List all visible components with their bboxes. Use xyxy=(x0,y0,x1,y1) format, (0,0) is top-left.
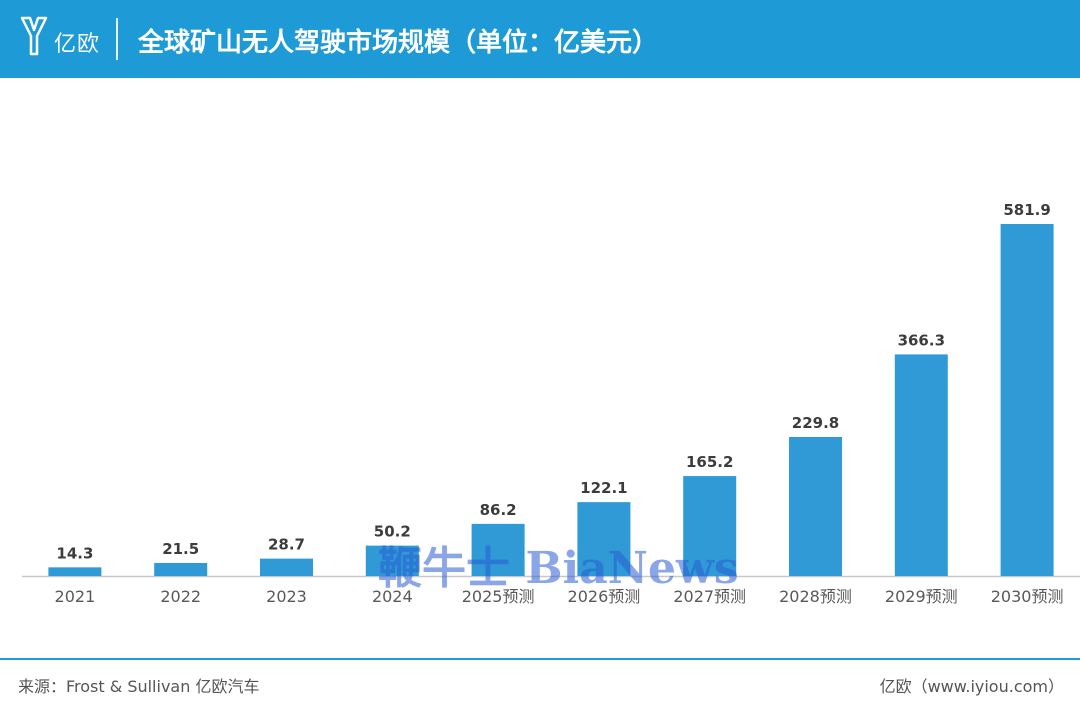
bar-chart: 14.3 2021 21.5 2022 28.7 2023 50.2 2024 86.2 2025… xyxy=(22,201,1080,606)
x-tick-label: 2023 xyxy=(266,587,307,606)
bar xyxy=(683,476,737,576)
x-tick-label: 2030预测 xyxy=(991,587,1064,606)
data-label: 86.2 xyxy=(480,501,517,519)
data-label: 581.9 xyxy=(1003,201,1050,219)
bar xyxy=(789,436,842,576)
x-tick-label: 2025预测 xyxy=(462,587,535,606)
x-tick-label: 2026预测 xyxy=(568,587,641,606)
footer-site: 亿欧（www.iyiou.com） xyxy=(879,677,1064,696)
footer-source: 来源：Frost & Sullivan 亿欧汽车 xyxy=(18,677,260,696)
watermark: 鞭牛士 BiaNews xyxy=(378,543,739,594)
logo-text: 亿欧 xyxy=(54,32,101,57)
data-label: 50.2 xyxy=(374,523,411,541)
bar xyxy=(1000,224,1054,576)
data-label: 122.1 xyxy=(580,479,627,497)
data-label: 165.2 xyxy=(686,453,733,471)
header-bar: 亿欧 全球矿山无人驾驶市场规模（单位：亿美元） xyxy=(0,0,1080,78)
bar xyxy=(260,558,313,576)
yiou-logo-icon xyxy=(20,16,48,56)
bar xyxy=(894,354,948,576)
header-divider xyxy=(116,18,118,60)
x-tick-label: 2022 xyxy=(160,587,201,606)
bar xyxy=(48,567,102,576)
bar xyxy=(365,545,419,576)
x-tick-label: 2029预测 xyxy=(885,587,958,606)
bar xyxy=(471,523,525,576)
x-tick-label: 2027预测 xyxy=(673,587,746,606)
x-tick-label: 2024 xyxy=(372,587,413,606)
page-title: 全球矿山无人驾驶市场规模（单位：亿美元） xyxy=(138,28,659,58)
data-label: 14.3 xyxy=(56,544,93,562)
data-label: 28.7 xyxy=(268,536,305,554)
x-tick-label: 2028预测 xyxy=(779,587,852,606)
data-label: 21.5 xyxy=(162,540,199,558)
x-tick-label: 2021 xyxy=(55,587,96,606)
data-label: 229.8 xyxy=(792,414,839,432)
bar xyxy=(577,502,631,576)
footer-divider xyxy=(0,658,1080,660)
data-label: 366.3 xyxy=(898,331,945,349)
bar xyxy=(154,562,208,576)
